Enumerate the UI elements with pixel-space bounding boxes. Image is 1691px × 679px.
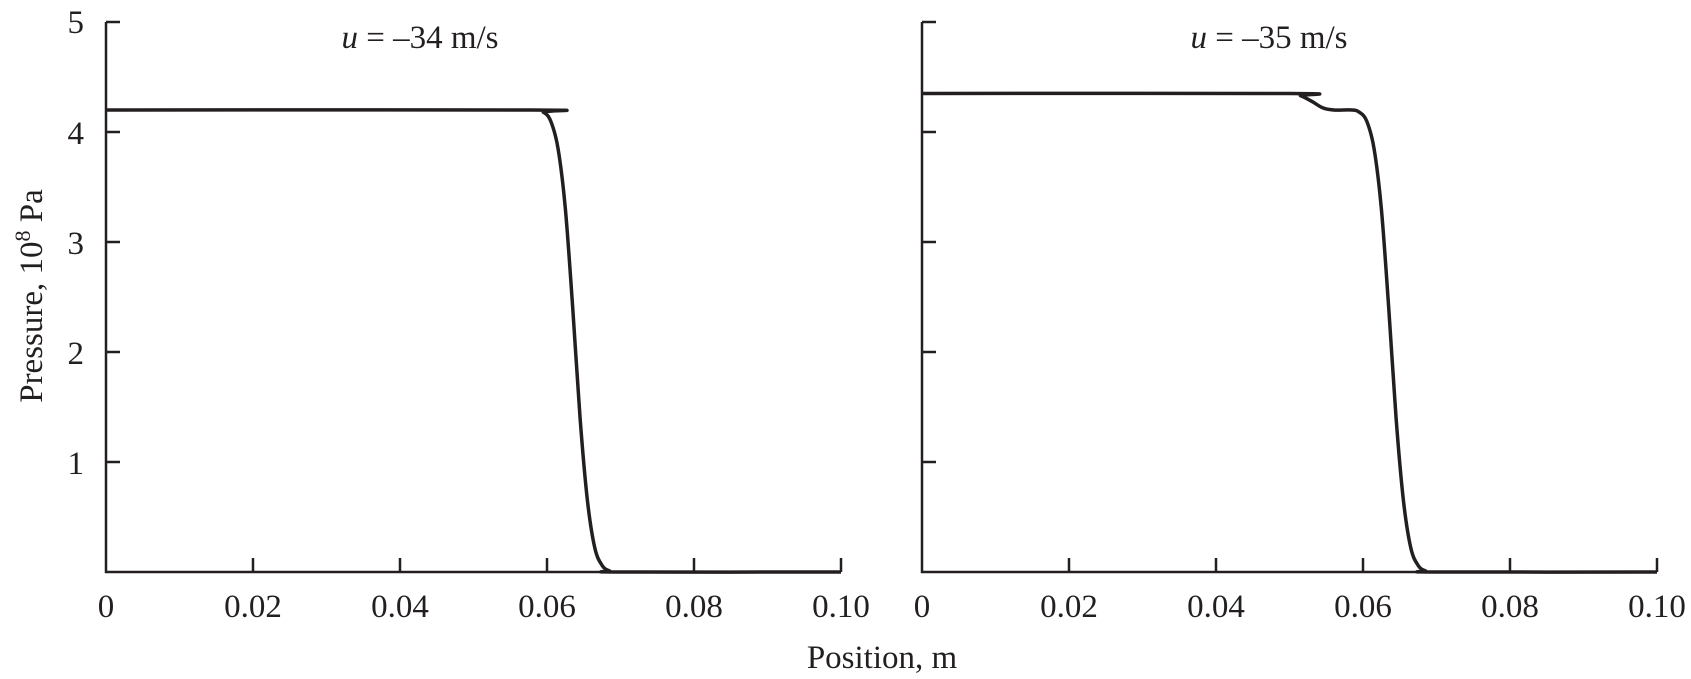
pressure-curve — [921, 91, 1658, 574]
x-tick-label: 0.02 — [1040, 589, 1098, 625]
y-axis-label-exponent: 8 — [10, 230, 35, 241]
y-tick-label: 1 — [68, 446, 85, 482]
left-panel: 1 2 3 4 5 0 0.02 0.04 0.06 0.08 0.10 u = –34 m/s — [68, 5, 870, 625]
x-tick-label: 0.04 — [371, 589, 429, 625]
y-tick-label: 2 — [68, 336, 85, 372]
x-tick-label: 0 — [914, 589, 931, 625]
x-tick-label: 0.08 — [665, 589, 723, 625]
y-axis-label-unit: Pa — [14, 189, 50, 231]
x-tick-label: 0.06 — [518, 589, 576, 625]
pressure-curve — [105, 108, 842, 574]
y-tick-label: 5 — [68, 5, 85, 41]
title-variable: u — [341, 20, 358, 56]
axis-lines — [920, 22, 1657, 574]
x-tick-label: 0.06 — [1334, 589, 1392, 625]
title-variable: u — [1190, 20, 1207, 56]
y-tick-label: 4 — [68, 116, 85, 152]
title-value: = –34 m/s — [358, 20, 499, 56]
x-axis-label: Position, m — [807, 640, 958, 676]
y-axis-label-text: Pressure, 10 — [14, 241, 50, 402]
x-tick-label: 0.08 — [1481, 589, 1539, 625]
panel-title: u = –35 m/s — [1190, 20, 1347, 56]
axis-lines — [104, 22, 841, 574]
y-axis-label: Pressure, 108 Pa — [10, 189, 50, 403]
panel-title: u = –34 m/s — [341, 20, 498, 56]
x-tick-label: 0.10 — [812, 589, 870, 625]
right-panel: 0 0.02 0.04 0.06 0.08 0.10 u = –35 m/s — [914, 20, 1686, 625]
x-tick-label: 0.04 — [1187, 589, 1245, 625]
x-tick-label: 0.02 — [224, 589, 282, 625]
x-tick-label: 0 — [98, 589, 115, 625]
y-tick-label: 3 — [68, 226, 85, 262]
title-value: = –35 m/s — [1207, 20, 1348, 56]
x-tick-label: 0.10 — [1628, 589, 1686, 625]
